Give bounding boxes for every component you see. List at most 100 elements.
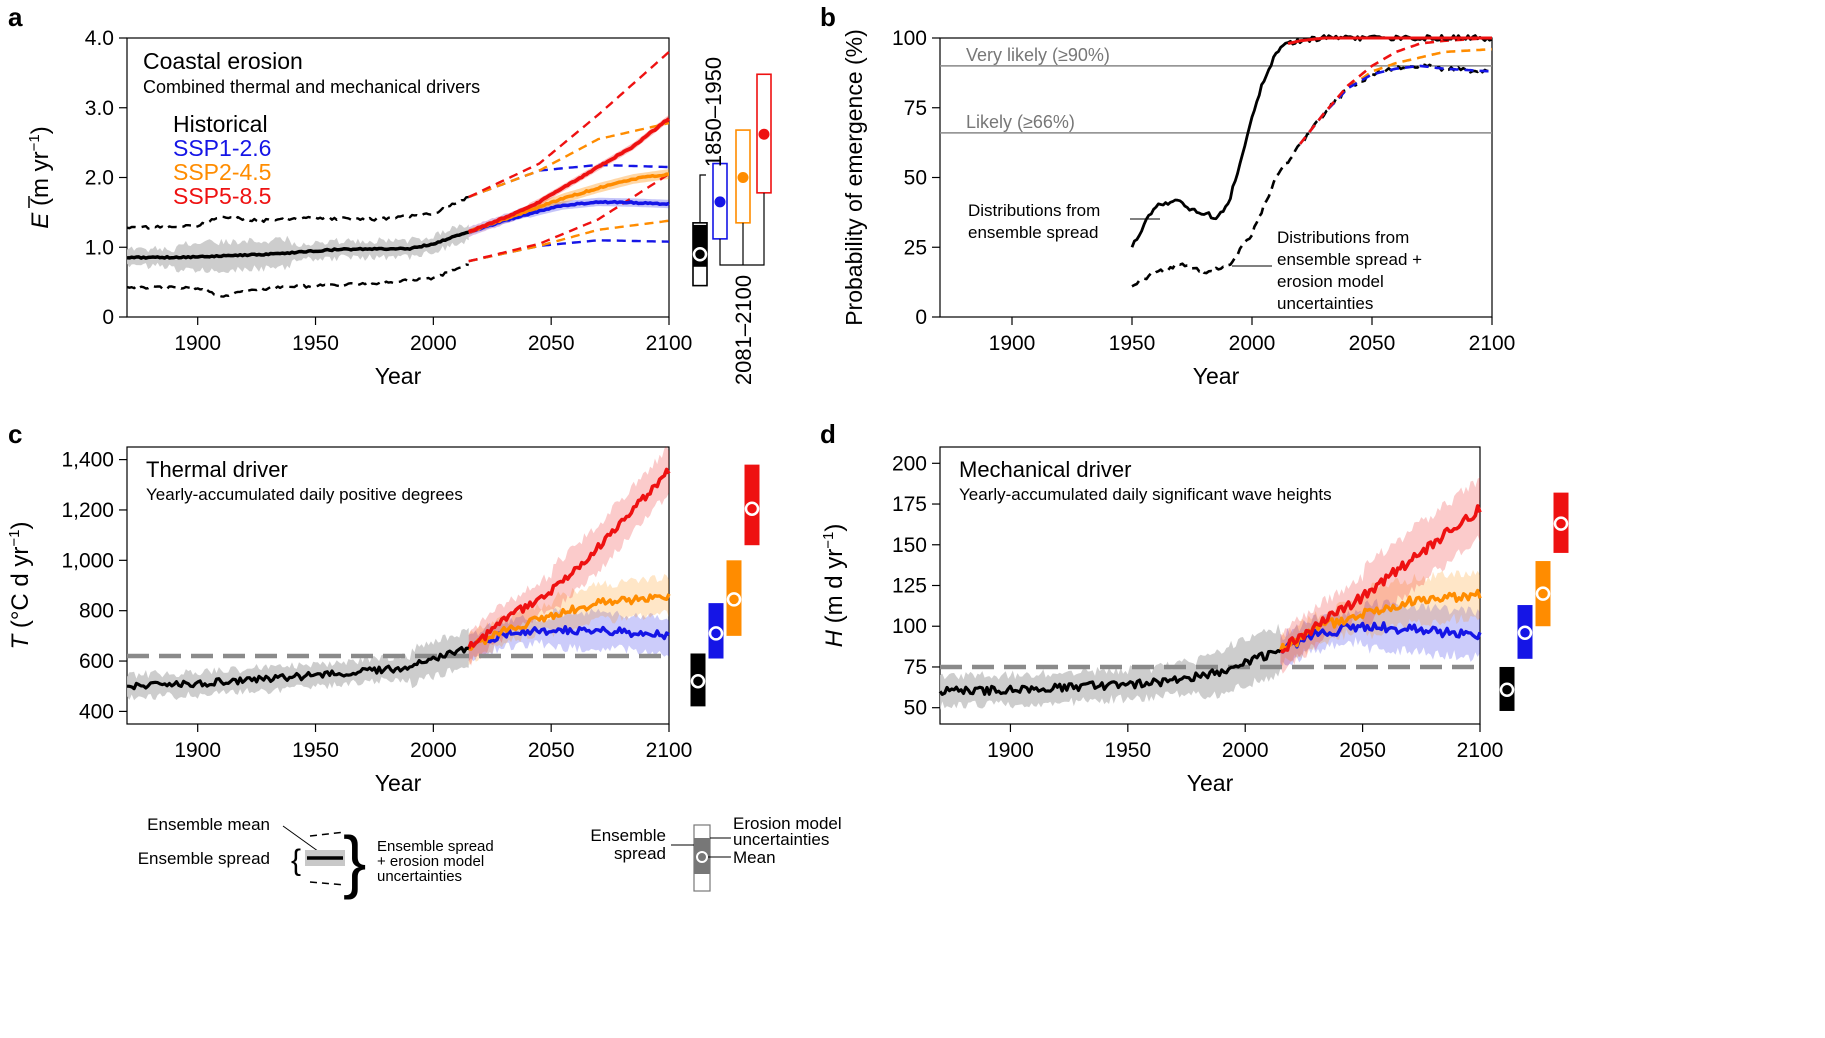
x-tick-label: 2000: [1222, 739, 1269, 762]
series-ssp5-8-5: [467, 467, 671, 650]
x-axis-label: Year: [1193, 363, 1240, 389]
annotation-spread-2: ensemble spread: [968, 223, 1098, 242]
box-ssp126: [708, 603, 724, 659]
key-box-spread-2: spread: [614, 844, 666, 863]
legend-entry: Historical: [173, 111, 268, 137]
key-spread-plus-3: uncertainties: [377, 868, 462, 885]
y-axis-close: ): [27, 126, 54, 134]
x-tick-label: 1950: [1109, 332, 1156, 355]
panel-letter-c: c: [8, 419, 22, 449]
y-tick-label: 175: [892, 493, 927, 516]
box-ssp585-mean: [744, 501, 760, 516]
y-tick-label: 0: [102, 306, 114, 329]
y-axis-label: E (m yr−1): [26, 126, 54, 228]
x-tick-label: 2100: [1469, 332, 1516, 355]
y-tick-label: 0: [915, 306, 927, 329]
box-ssp245: [1535, 561, 1551, 627]
x-tick-label: 2100: [1457, 739, 1504, 762]
series-ensemble-spread-uncertainties-ssp2-4-5: [1298, 47, 1493, 145]
key-spread-label: Ensemble spread: [138, 849, 270, 868]
box-ssp585-mean: [1553, 516, 1569, 531]
ssp245-spread: [468, 574, 669, 665]
box-ssp245-mean: [1535, 586, 1551, 601]
series-historical-lower: [126, 263, 469, 298]
y-tick-label: 3.0: [85, 97, 114, 120]
y-tick-label: 50: [904, 167, 927, 190]
box-1850-1950-mean: [690, 673, 706, 689]
panel-d: 1900 1950 2000 2050 2100 50 75 100 125 150 175 200 Y…: [820, 446, 1569, 796]
series-ssp1-2-6: [1279, 621, 1482, 654]
key-box-erosion-1: Erosion model: [733, 814, 842, 833]
y-axis-unit: (m d yr: [821, 549, 848, 630]
y-tick-label: 600: [79, 650, 114, 673]
x-tick-label: 1950: [292, 739, 339, 762]
x-tick-label: 2050: [1339, 739, 1386, 762]
key-dashed-top: [309, 831, 346, 837]
series-historical: [938, 649, 1282, 696]
x-tick-label: 1900: [989, 332, 1036, 355]
key-brace-large: }: [343, 822, 366, 900]
y-tick-label: 25: [904, 236, 927, 259]
x-tick-label: 1900: [987, 739, 1034, 762]
key-dashed-bottom: [309, 881, 346, 886]
y-tick-label: 75: [904, 97, 927, 120]
series-historical: [126, 230, 469, 260]
x-tick-label: 2000: [1229, 332, 1276, 355]
x-axis-label: Year: [375, 363, 422, 389]
chart-title: Thermal driver: [146, 457, 288, 482]
chart-subtitle: Combined thermal and mechanical drivers: [143, 77, 480, 97]
y-tick-label: 1.0: [85, 236, 114, 259]
chart-title: Coastal erosion: [143, 48, 303, 74]
chart-subtitle: Yearly-accumulated daily positive degree…: [146, 485, 463, 504]
x-tick-label: 1950: [1104, 739, 1151, 762]
x-tick-label: 1900: [174, 332, 221, 355]
historical-spread: [127, 224, 469, 274]
panel-b: 1900 1950 2000 2050 2100 0 25 50 75 100 Year Probab…: [841, 27, 1515, 389]
series-ssp5-8-5-lower: [468, 172, 670, 263]
y-axis-close: ): [821, 524, 848, 532]
y-tick-label: 4.0: [85, 27, 114, 50]
x-tick-label: 1950: [292, 332, 339, 355]
annotation-uncert-2: ensemble spread +: [1277, 250, 1422, 269]
series-ssp5-8-5-upper: [468, 50, 670, 199]
legend-entry: SSP5-8.5: [173, 183, 271, 209]
period-label-historical: 1850–1950: [701, 57, 726, 167]
threshold-label: Likely (≥66%): [966, 112, 1075, 132]
box-ssp585: [744, 464, 760, 546]
plot-frame: [939, 37, 1493, 318]
series-ensemble-spread-uncertainties-ssp5-8-5: [1298, 36, 1493, 145]
key-box-mean-label: Mean: [733, 848, 776, 867]
x-tick-label: 1900: [174, 739, 221, 762]
box-ssp126-mean: [708, 626, 724, 641]
y-axis-unit: (m yr: [27, 151, 54, 212]
key-pointer: [282, 825, 323, 855]
ssp585-spread: [468, 446, 669, 666]
y-axis-exp: −1: [26, 134, 43, 151]
legend-entry: SSP1-2.6: [173, 135, 271, 161]
box-1850-1950: [690, 653, 706, 707]
historical-spread: [127, 627, 469, 701]
annotation-uncert-3: erosion model: [1277, 272, 1384, 291]
ssp585-spread: [1280, 477, 1480, 674]
x-tick-label: 2000: [410, 739, 457, 762]
key-mean-label: Ensemble mean: [147, 815, 270, 834]
key-box-mean: [696, 851, 708, 863]
y-axis-label: H (m d yr−1): [820, 524, 848, 648]
y-tick-label: 50: [904, 697, 927, 720]
connector-2081-2100: [719, 192, 765, 266]
key-spread-plus-1: Ensemble spread: [377, 838, 494, 855]
period-label-future: 2081–2100: [731, 275, 756, 385]
key-box-inner: [694, 838, 710, 874]
box-ssp245: [726, 560, 742, 636]
panel-letter-b: b: [820, 2, 836, 32]
ssp245-spread: [468, 169, 669, 235]
series-ssp2-4-5: [468, 593, 671, 651]
box-ssp126: [1517, 605, 1533, 659]
box-ssp245-mean: [737, 172, 749, 183]
threshold-label: Very likely (≥90%): [966, 45, 1110, 65]
x-tick-label: 2050: [1349, 332, 1396, 355]
series-ssp5-8-5: [1279, 504, 1482, 654]
y-axis-unit: (°C d yr: [7, 547, 34, 635]
plot-frame: [126, 446, 670, 725]
